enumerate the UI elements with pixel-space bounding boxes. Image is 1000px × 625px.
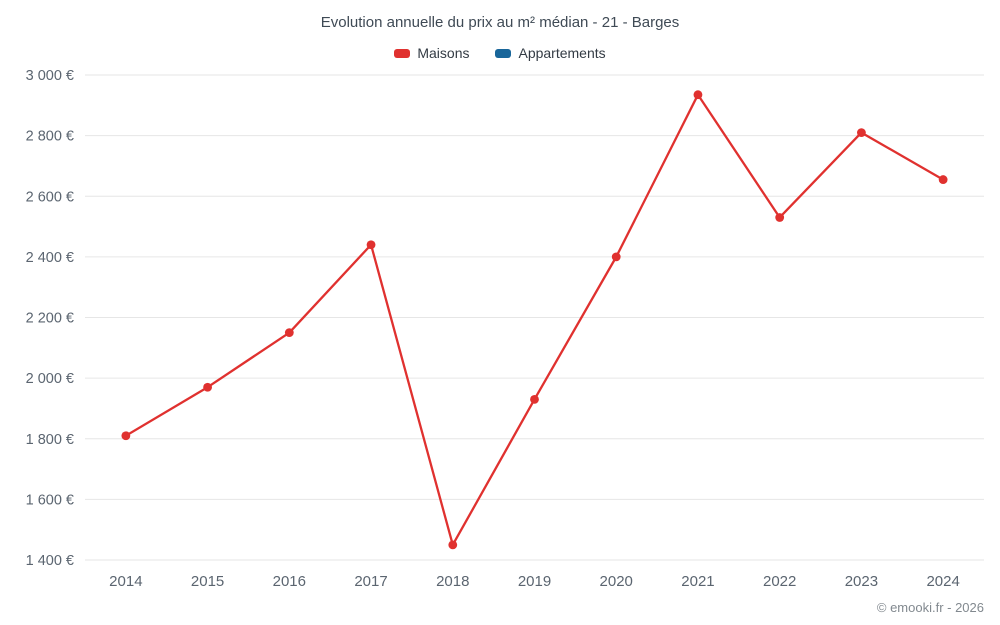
x-tick-label: 2024 [926, 573, 959, 590]
data-point-maisons-2023[interactable] [857, 128, 866, 137]
data-point-maisons-2016[interactable] [284, 328, 294, 338]
legend-label: Maisons [417, 45, 470, 61]
data-point-maisons-2014[interactable] [121, 431, 131, 441]
legend-item-appartements[interactable]: Appartements [495, 45, 606, 61]
y-tick-label: 1 600 € [26, 492, 74, 508]
y-tick-label: 2 600 € [26, 189, 74, 205]
y-tick-label: 1 400 € [26, 553, 74, 569]
x-tick-label: 2016 [273, 573, 306, 590]
legend: Maisons Appartements [0, 45, 1000, 61]
series-line-maisons [124, 93, 945, 546]
x-tick-label: 2021 [681, 573, 714, 590]
x-tick-label: 2020 [600, 573, 633, 590]
y-tick-label: 2 000 € [26, 371, 74, 387]
data-point-maisons-2020[interactable] [611, 252, 621, 262]
y-tick-label: 2 400 € [26, 250, 74, 266]
y-tick-label: 2 200 € [26, 311, 74, 327]
legend-label: Appartements [518, 45, 606, 61]
x-tick-label: 2019 [518, 573, 551, 590]
data-point-maisons-2017[interactable] [366, 240, 376, 250]
data-point-maisons-2024[interactable] [938, 175, 948, 184]
y-tick-label: 1 800 € [26, 432, 74, 448]
chart-title: Evolution annuelle du prix au m² médian … [320, 14, 680, 31]
data-point-maisons-2022[interactable] [775, 213, 785, 222]
x-tick-label: 2014 [109, 573, 142, 590]
x-tick-label: 2023 [845, 573, 878, 590]
copyright[interactable]: © emooki.fr - 2026 [876, 600, 984, 615]
data-point-maisons-2019[interactable] [530, 394, 539, 404]
data-point-maisons-2015[interactable] [203, 382, 212, 392]
legend-item-maisons[interactable]: Maisons [394, 45, 469, 61]
y-tick-label: 2 800 € [26, 129, 74, 145]
data-point-maisons-2021[interactable] [693, 90, 703, 100]
x-tick-label: 2022 [763, 573, 796, 590]
x-tick-label: 2015 [191, 573, 224, 590]
data-point-maisons-2018[interactable] [448, 540, 458, 550]
x-tick-label: 2017 [354, 573, 387, 590]
x-tick-label: 2018 [436, 573, 469, 590]
legend-swatch-appartements [495, 48, 512, 58]
legend-swatch-maisons [394, 48, 411, 58]
y-tick-label: 3 000 € [26, 68, 74, 84]
